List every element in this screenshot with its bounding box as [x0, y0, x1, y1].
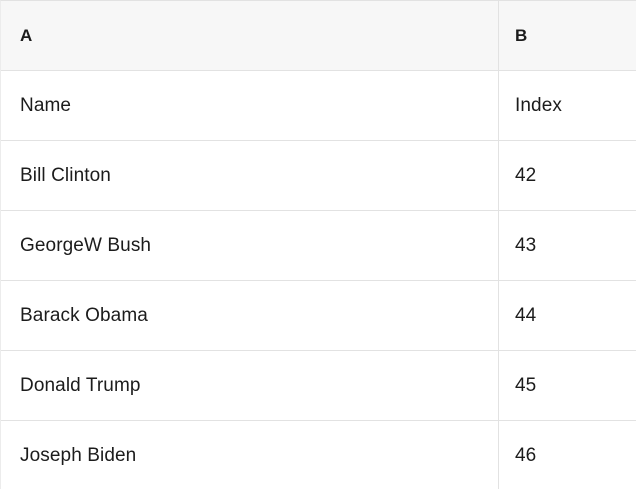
cell-a[interactable]: Barack Obama	[1, 281, 499, 350]
cell-b[interactable]: 42	[515, 164, 537, 186]
table-body: Name Index Bill Clinton 42 GeorgeW Bush 43 Bar…	[1, 71, 636, 489]
cell-b[interactable]: 45	[515, 374, 537, 396]
cell-a[interactable]: Donald Trump	[1, 351, 499, 420]
column-header-a[interactable]: A	[1, 1, 499, 70]
cell-b[interactable]: Index	[515, 94, 562, 116]
cell-a[interactable]: Joseph Biden	[1, 421, 499, 489]
table-row: Donald Trump 45	[1, 351, 636, 421]
cell-b[interactable]: 43	[515, 234, 537, 256]
cell-a[interactable]: Name	[1, 71, 499, 140]
table-row: Name Index	[1, 71, 636, 141]
table-row: Bill Clinton 42	[1, 141, 636, 211]
cell-b[interactable]: 44	[515, 304, 537, 326]
column-header-row: A B	[1, 1, 636, 71]
cell-a[interactable]: Bill Clinton	[1, 141, 499, 210]
table-row: Joseph Biden 46	[1, 421, 636, 489]
table-row: GeorgeW Bush 43	[1, 211, 636, 281]
table-row: Barack Obama 44	[1, 281, 636, 351]
cell-b[interactable]: 46	[515, 444, 537, 466]
column-header-b[interactable]: B	[515, 25, 528, 45]
cell-a[interactable]: GeorgeW Bush	[1, 211, 499, 280]
